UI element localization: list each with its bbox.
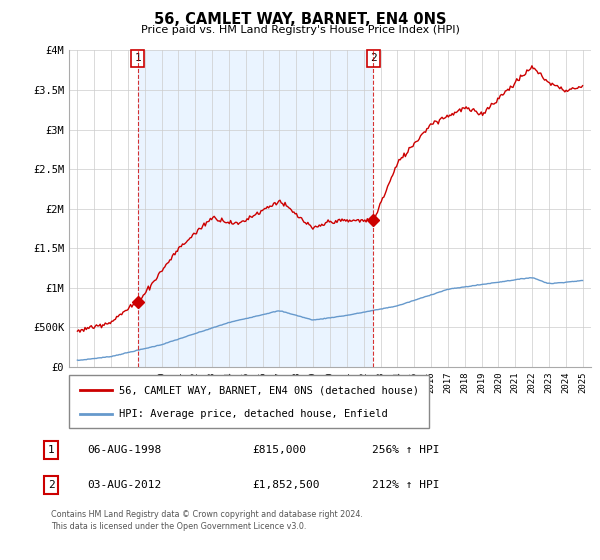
Text: 03-AUG-2012: 03-AUG-2012 <box>87 480 161 490</box>
Text: £815,000: £815,000 <box>252 445 306 455</box>
Text: Contains HM Land Registry data © Crown copyright and database right 2024.
This d: Contains HM Land Registry data © Crown c… <box>51 510 363 531</box>
Text: 2: 2 <box>370 53 377 63</box>
Text: 06-AUG-1998: 06-AUG-1998 <box>87 445 161 455</box>
Text: 212% ↑ HPI: 212% ↑ HPI <box>372 480 439 490</box>
Text: 256% ↑ HPI: 256% ↑ HPI <box>372 445 439 455</box>
Text: HPI: Average price, detached house, Enfield: HPI: Average price, detached house, Enfi… <box>119 409 388 419</box>
Text: 56, CAMLET WAY, BARNET, EN4 0NS: 56, CAMLET WAY, BARNET, EN4 0NS <box>154 12 446 27</box>
Text: 2: 2 <box>47 480 55 490</box>
Bar <box>138 50 373 367</box>
Text: Price paid vs. HM Land Registry's House Price Index (HPI): Price paid vs. HM Land Registry's House … <box>140 25 460 35</box>
Text: 1: 1 <box>47 445 55 455</box>
Text: 1: 1 <box>134 53 141 63</box>
Text: £1,852,500: £1,852,500 <box>252 480 320 490</box>
FancyBboxPatch shape <box>69 375 429 428</box>
Text: 56, CAMLET WAY, BARNET, EN4 0NS (detached house): 56, CAMLET WAY, BARNET, EN4 0NS (detache… <box>119 385 419 395</box>
